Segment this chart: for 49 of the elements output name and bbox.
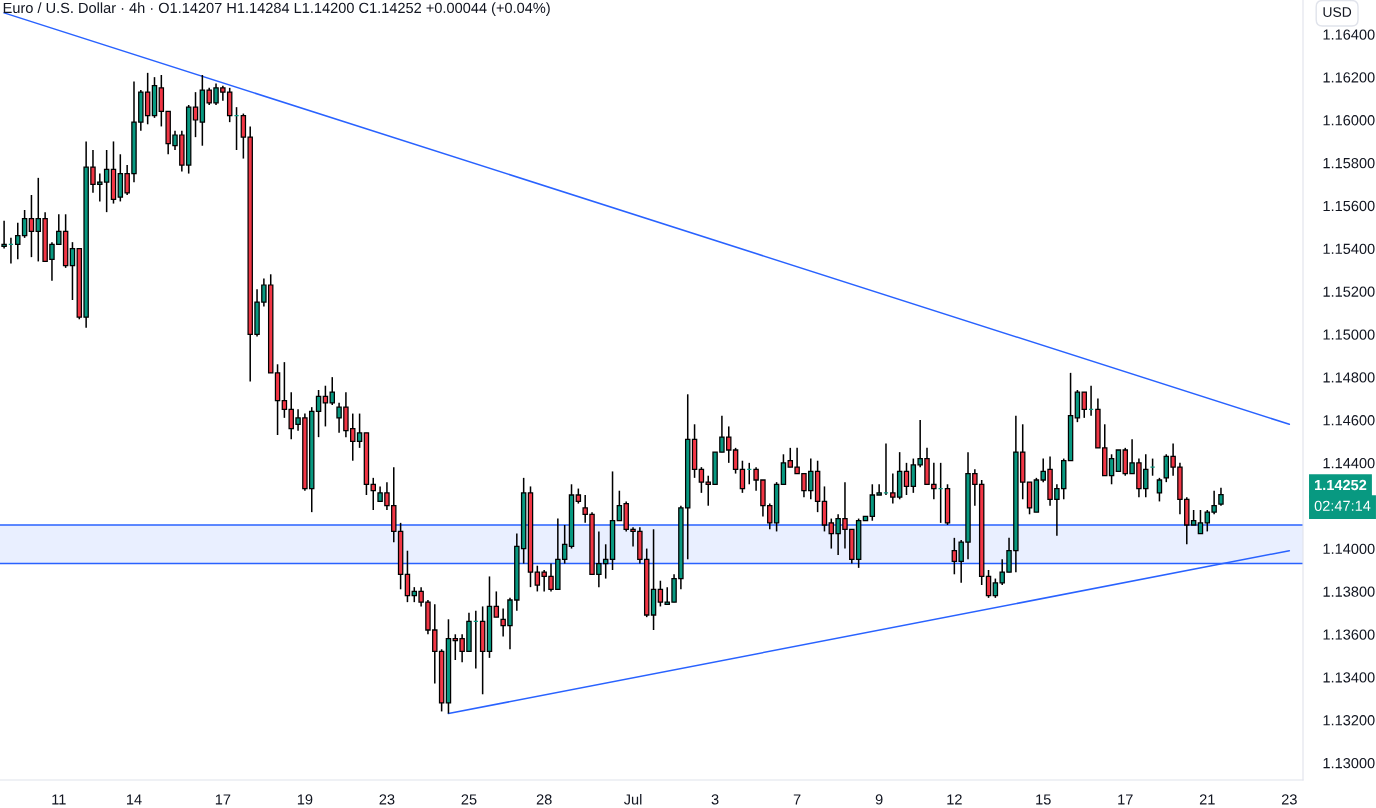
y-tick-label: 1.15200 <box>1323 286 1375 297</box>
y-tick-label: 1.15600 <box>1323 200 1375 212</box>
y-tick-label: 1.14600 <box>1323 415 1375 426</box>
y-tick-label: 1.15000 <box>1323 329 1375 340</box>
x-tick-label: 12 <box>947 794 962 805</box>
x-tick-label: 25 <box>461 794 477 805</box>
candlestick <box>821 485 828 533</box>
y-tick-label: 1.15400 <box>1323 243 1375 254</box>
y-tick-label: 1.14800 <box>1323 372 1375 383</box>
y-tick-label: 1.13000 <box>1323 757 1375 769</box>
candlestick <box>780 453 787 486</box>
candlestick <box>493 590 500 618</box>
text: USD <box>1323 7 1352 17</box>
x-tick-label: 15 <box>1036 794 1051 805</box>
x-tick-label: Jul <box>623 793 642 805</box>
y-tick-label: 1.13800 <box>1323 586 1375 597</box>
x-tick-label: 14 <box>126 794 142 805</box>
x-tick-label: 21 <box>1199 794 1215 805</box>
x-tick-label: 28 <box>536 794 552 805</box>
text: 02:47:14 <box>1314 500 1371 511</box>
x-tick-label: 23 <box>379 794 395 805</box>
y-tick-label: 1.16200 <box>1323 72 1375 83</box>
x-tick-label: 7 <box>793 794 801 805</box>
candlestick <box>1 219 7 250</box>
y-tick-label: 1.14000 <box>1323 543 1375 554</box>
x-tick-label: 9 <box>875 794 883 805</box>
candlestick <box>28 194 35 258</box>
y-tick-label: 1.13200 <box>1323 715 1375 726</box>
text: 1.14252 <box>1315 479 1367 491</box>
x-tick-label: 3 <box>711 794 719 805</box>
candlestick <box>69 241 76 301</box>
candlestick <box>739 459 746 494</box>
y-tick-label: 1.16000 <box>1323 115 1375 126</box>
y-tick-label: 1.13400 <box>1323 672 1375 683</box>
candlestick <box>985 569 992 599</box>
x-tick-label: 23 <box>1281 794 1297 805</box>
x-tick-label: 17 <box>1118 794 1133 805</box>
candlestick <box>192 91 199 138</box>
y-tick-label: 1.16400 <box>1323 29 1375 40</box>
x-tick-label: 11 <box>52 794 66 805</box>
candlestick <box>1197 509 1204 535</box>
y-tick-label: 1.14400 <box>1323 457 1375 469</box>
y-tick-label: 1.15800 <box>1323 157 1375 169</box>
y-tick-label: 1.13600 <box>1323 629 1375 640</box>
x-tick-label: 17 <box>215 794 231 805</box>
x-tick-label: 19 <box>297 794 313 805</box>
candlestick <box>903 462 910 496</box>
candlestick <box>1156 477 1163 503</box>
chart-title: Euro / U.S. Dollar · 4h · O1.14207 H1.14284 L1.14200 C1.14252 +0.00044 (+0.04%) <box>3 2 550 16</box>
